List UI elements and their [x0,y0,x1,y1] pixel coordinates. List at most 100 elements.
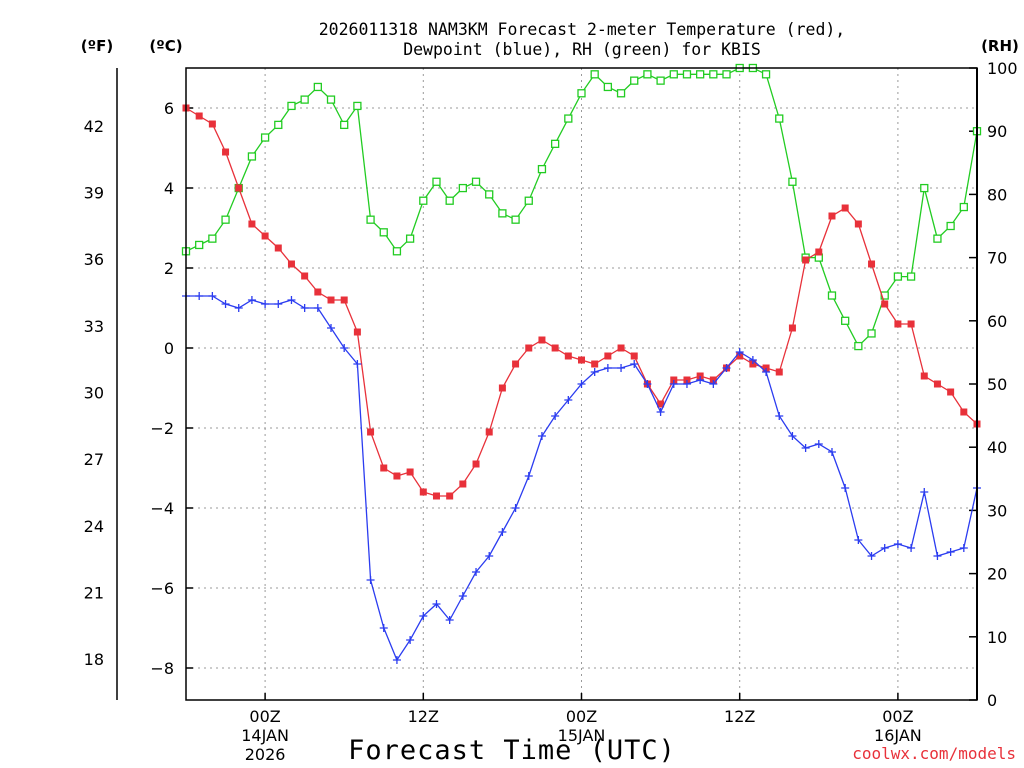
celsius-tick-label: 0 [164,339,174,358]
x-tick-year: 2026 [245,745,286,764]
celsius-tick-label: −4 [150,499,174,518]
fahrenheit-tick-label: 39 [84,183,104,202]
data-point [432,177,441,186]
data-point [880,291,889,300]
data-point [590,368,599,376]
data-point [498,209,507,218]
data-point [485,552,494,560]
data-point [432,600,441,608]
data-point [550,139,560,148]
rh-tick-label: 40 [987,438,1007,457]
data-point [893,540,902,548]
data-point [551,412,560,420]
celsius-tick-label: 4 [164,179,174,198]
data-point [893,272,903,281]
data-point [445,196,454,205]
data-point [802,256,810,264]
data-point [247,296,256,304]
data-point [313,304,322,312]
data-point [748,356,757,364]
data-point [195,240,204,250]
x-axis-title: Forecast Time (UTC) [348,735,676,766]
fahrenheit-tick-label: 24 [84,517,104,536]
rh-tick-label: 100 [987,59,1018,78]
data-point [551,344,559,352]
data-point [247,152,257,161]
data-point [643,380,652,388]
data-point [722,364,731,372]
data-point [657,400,665,408]
data-point [669,380,678,388]
data-point [485,428,493,436]
data-point [867,329,876,338]
data-point [366,215,375,224]
data-point [815,248,823,256]
data-point [735,348,744,356]
rh-tick-label: 90 [987,122,1007,141]
fahrenheit-unit-label: (ºF) [81,37,113,55]
data-point [511,215,520,224]
x-tick-label: 00Z [249,707,280,726]
data-point [485,190,494,199]
data-point [933,234,942,243]
data-point [788,432,797,440]
series-temperature-c [182,104,981,500]
data-point [617,344,625,352]
data-point [340,344,349,352]
data-point [419,196,428,205]
data-point [538,336,546,344]
rh-tick-label: 30 [987,501,1007,520]
series-layer [181,63,982,664]
data-point [775,114,784,123]
data-point [353,360,362,368]
data-point [274,120,283,130]
data-point [419,612,428,620]
rh-tick-label: 80 [987,185,1007,204]
data-point [591,360,599,368]
data-point [827,448,836,456]
data-point [234,304,243,312]
fahrenheit-tick-label: 27 [84,450,104,469]
data-point [854,536,863,544]
x-tick-label: 00Z [566,707,597,726]
data-point [432,492,440,500]
data-point [682,380,691,388]
data-point [841,484,850,492]
data-point [946,548,955,556]
data-point [379,624,388,632]
data-point [682,70,692,79]
celsius-tick-label: −6 [150,579,174,598]
data-point [208,120,216,128]
data-point [880,544,889,552]
data-point [946,221,955,231]
data-point [326,95,336,104]
data-point [696,376,705,384]
rh-tick-label: 60 [987,312,1007,331]
x-tick-label: 00Z [882,707,913,726]
data-point [775,412,784,420]
data-point [472,568,481,576]
data-point [195,292,204,300]
data-point [313,82,322,92]
credit-text: coolwx.com/models [852,744,1016,763]
data-point [537,432,546,440]
data-point [221,300,230,308]
data-point [643,70,652,79]
data-point [274,244,282,252]
rh-tick-label: 10 [987,628,1007,647]
data-point [709,380,718,388]
data-point [564,396,573,404]
data-point [512,360,520,368]
data-point [788,177,797,186]
data-point [353,101,362,111]
y-axis-ticks: 6420−2−4−6−84239363330272421181009080706… [84,59,1018,710]
data-point [393,472,401,480]
data-point [419,488,427,496]
data-point [920,372,928,380]
data-point [471,177,481,186]
data-point [340,296,348,304]
data-point [947,388,955,396]
celsius-tick-label: −8 [150,659,174,678]
